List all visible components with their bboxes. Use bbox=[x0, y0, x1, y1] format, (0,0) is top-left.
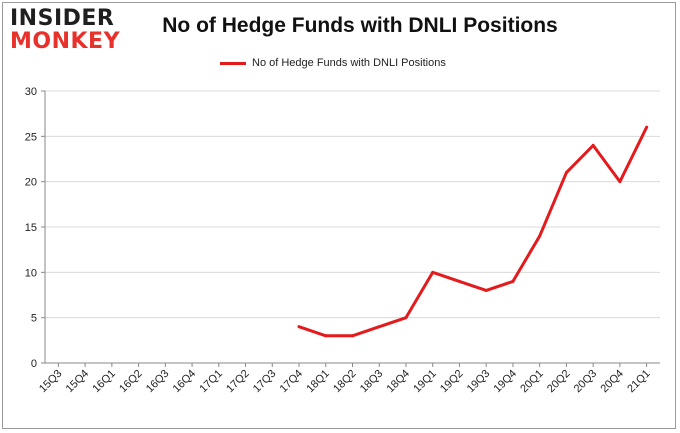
y-tick-label: 10 bbox=[25, 267, 37, 279]
y-tick-label: 25 bbox=[25, 131, 37, 143]
x-tick-label: 18Q2 bbox=[331, 368, 359, 396]
x-tick-label: 19Q1 bbox=[411, 368, 439, 396]
data-point bbox=[351, 334, 354, 338]
data-point bbox=[457, 279, 461, 283]
x-tick-label: 18Q1 bbox=[304, 368, 332, 396]
data-point bbox=[484, 288, 488, 292]
data-point bbox=[404, 316, 408, 320]
data-point bbox=[618, 180, 622, 184]
series-lines bbox=[297, 125, 649, 338]
x-tick-label: 20Q4 bbox=[598, 368, 626, 396]
x-tick-label: 20Q2 bbox=[545, 368, 573, 396]
x-tick-label: 17Q3 bbox=[251, 368, 279, 396]
x-tick-label: 20Q1 bbox=[518, 368, 546, 396]
x-tick-label: 15Q4 bbox=[64, 368, 92, 396]
x-tick-labels: 15Q3 15Q4 16Q1 16Q2 16Q3 16Q4 17Q1 17Q2 17Q3 17Q4… bbox=[37, 368, 653, 396]
data-point bbox=[511, 279, 515, 283]
y-tick-label: 20 bbox=[25, 177, 37, 189]
x-tick-label: 20Q3 bbox=[572, 368, 600, 396]
x-tick-label: 18Q4 bbox=[385, 368, 413, 396]
logo-line-1: INSIDER bbox=[10, 6, 115, 31]
x-tick-label: 16Q2 bbox=[117, 368, 145, 396]
data-point bbox=[297, 325, 301, 329]
data-point bbox=[324, 334, 328, 338]
data-point bbox=[377, 325, 381, 329]
y-tick-label: 30 bbox=[25, 86, 37, 98]
x-tick-label: 18Q3 bbox=[358, 368, 386, 396]
x-tick-label: 21Q1 bbox=[625, 368, 653, 396]
x-tick-label: 15Q3 bbox=[37, 368, 65, 396]
legend-swatch bbox=[220, 61, 246, 65]
y-tick-label: 0 bbox=[31, 358, 37, 370]
series-line bbox=[297, 125, 649, 338]
data-point bbox=[591, 143, 595, 147]
y-tick-label: 5 bbox=[31, 313, 37, 325]
data-point bbox=[564, 171, 568, 175]
y-tick-labels: 0 5 10 15 20 25 30 bbox=[25, 86, 37, 370]
x-tick-label: 16Q3 bbox=[144, 368, 172, 396]
x-tick-label: 16Q4 bbox=[171, 368, 199, 396]
insider-monkey-logo: INSIDER MONKEY bbox=[10, 8, 128, 53]
axes bbox=[41, 90, 660, 367]
chart-legend: No of Hedge Funds with DNLI Positions bbox=[220, 54, 446, 72]
data-point bbox=[431, 270, 435, 274]
x-tick-label: 16Q1 bbox=[90, 368, 118, 396]
data-point bbox=[538, 234, 542, 238]
chart-frame bbox=[2, 2, 676, 429]
x-tick-label: 17Q1 bbox=[197, 368, 225, 396]
gridlines bbox=[45, 90, 660, 319]
logo-line-2: MONKEY bbox=[10, 29, 121, 54]
x-tick-label: 19Q2 bbox=[438, 368, 466, 396]
x-tick-label: 19Q3 bbox=[465, 368, 493, 396]
y-tick-label: 15 bbox=[25, 222, 37, 234]
legend-label: No of Hedge Funds with DNLI Positions bbox=[252, 57, 446, 69]
chart-title: No of Hedge Funds with DNLI Positions bbox=[162, 14, 558, 37]
data-point bbox=[645, 125, 649, 129]
x-tick-label: 17Q4 bbox=[278, 368, 306, 396]
x-tick-label: 19Q4 bbox=[492, 368, 520, 396]
x-tick-label: 17Q2 bbox=[224, 368, 252, 396]
